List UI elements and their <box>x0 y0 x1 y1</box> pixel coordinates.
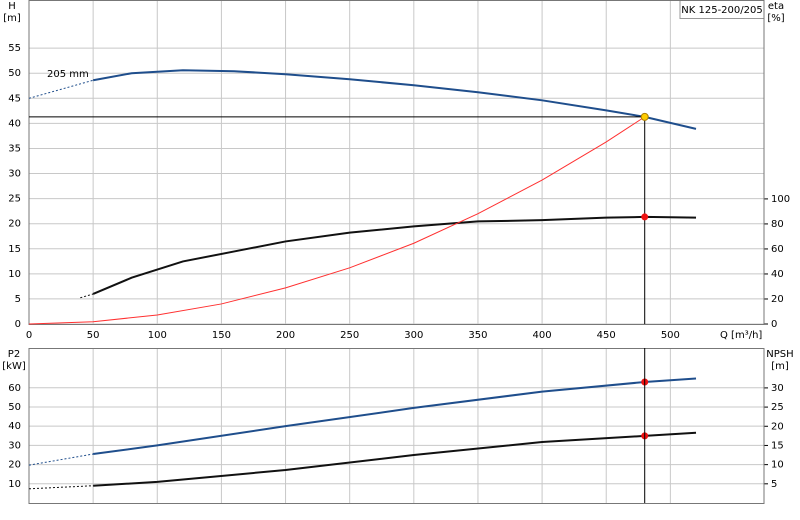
y-axis-label: H <box>8 1 16 12</box>
y2-tick-label: 0 <box>771 319 777 330</box>
y2-axis-label: eta <box>768 1 784 12</box>
y-tick-label: 35 <box>8 143 21 154</box>
y-tick-label: 30 <box>8 440 21 451</box>
y-tick-label: 25 <box>8 194 21 205</box>
x-tick-label: 150 <box>212 330 231 341</box>
operating-point <box>640 112 649 121</box>
curve <box>28 79 94 99</box>
curve <box>28 485 94 490</box>
y-tick-label: 10 <box>8 479 21 490</box>
x-tick-label: 350 <box>468 330 487 341</box>
y-tick-label: 50 <box>8 402 21 413</box>
x-tick-label: 0 <box>26 330 32 341</box>
y2-tick-label: 100 <box>771 194 790 205</box>
y-tick-label: 30 <box>8 169 21 180</box>
curve-annotation: 205 mm <box>47 69 89 80</box>
y-tick-label: 15 <box>8 244 21 255</box>
y2-tick-label: 5 <box>771 479 777 490</box>
plot-frame <box>28 0 765 325</box>
y2-tick-label: 60 <box>771 244 784 255</box>
y-axis-unit: [m] <box>3 13 21 24</box>
curve <box>28 116 645 325</box>
y-tick-label: 40 <box>8 118 21 129</box>
plot-frame <box>28 348 765 504</box>
y-tick-label: 50 <box>8 68 21 79</box>
y2-tick-label: 20 <box>771 421 784 432</box>
y2-tick-label: 25 <box>771 402 784 413</box>
y-axis-unit: [kW] <box>2 361 26 372</box>
x-tick-label: 50 <box>87 330 100 341</box>
y2-tick-label: 10 <box>771 460 784 471</box>
x-tick-label: 200 <box>276 330 295 341</box>
curve <box>92 215 697 295</box>
y2-tick-label: 80 <box>771 219 784 230</box>
y-tick-label: 5 <box>15 294 21 305</box>
y2-tick-label: 30 <box>771 383 784 394</box>
x-tick-label: 500 <box>661 330 680 341</box>
x-tick-label: 250 <box>340 330 359 341</box>
x-tick-label: 400 <box>533 330 552 341</box>
y-tick-label: 20 <box>8 460 21 471</box>
y2-tick-label: 40 <box>771 269 784 280</box>
y2-axis-label: NPSH <box>766 349 793 360</box>
y-tick-label: 10 <box>8 269 21 280</box>
y-tick-label: 20 <box>8 219 21 230</box>
y-tick-label: 0 <box>15 319 21 330</box>
y2-tick-label: 15 <box>771 440 784 451</box>
curve <box>92 69 697 130</box>
y-tick-label: 55 <box>8 43 21 54</box>
y-axis-label: P2 <box>8 349 20 360</box>
x-tick-label: 450 <box>597 330 616 341</box>
y-tick-label: 45 <box>8 93 21 104</box>
y2-axis-unit: [%] <box>767 13 784 24</box>
y-tick-label: 40 <box>8 421 21 432</box>
chart-title: NK 125-200/205 <box>681 5 762 16</box>
y-tick-label: 60 <box>8 383 21 394</box>
x-tick-label: 300 <box>404 330 423 341</box>
curve <box>28 453 94 466</box>
y2-axis-unit: [m] <box>771 361 789 372</box>
x-axis-label: Q [m³/h] <box>720 330 762 341</box>
x-tick-label: 100 <box>148 330 167 341</box>
operating-point <box>641 213 649 221</box>
y2-tick-label: 20 <box>771 294 784 305</box>
